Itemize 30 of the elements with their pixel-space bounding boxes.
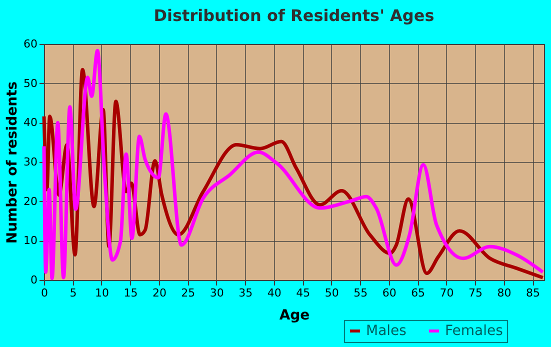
x-tick-label: 40 [267,286,282,300]
x-tick-label: 10 [94,286,109,300]
y-axis-title: Number of residents [4,81,21,244]
x-tick-label: 35 [238,286,253,300]
y-tick-label: 40 [24,116,38,130]
x-tick-label: 50 [324,286,339,300]
y-tick-label: 0 [30,274,38,286]
y-tick-label: 30 [24,156,38,168]
x-tick-label: 70 [440,286,454,300]
y-tick-label: 60 [24,38,38,50]
x-tick-label: 25 [181,286,196,300]
chart-title: Distribution of Residents' Ages [154,6,434,25]
x-axis-title: Age [279,308,310,324]
x-tick-label: 55 [354,286,368,300]
legend-label: Females [445,323,503,339]
x-tick-label: 80 [497,286,512,300]
x-tick-label: 5 [70,286,77,300]
x-tick-label: 85 [526,286,540,300]
legend-label: Males [366,323,406,339]
x-tick-label: 65 [411,286,426,300]
x-tick-label: 15 [124,286,138,300]
y-tick-label: 20 [24,194,38,208]
x-tick-label: 0 [41,286,48,300]
y-tick-label: 50 [24,76,38,90]
x-tick-label: 60 [382,286,396,300]
x-tick-label: 30 [210,286,224,300]
x-tick-label: 75 [468,286,483,300]
x-tick-label: 20 [152,286,166,300]
x-tick-label: 45 [296,286,310,300]
y-tick-label: 10 [24,234,38,248]
